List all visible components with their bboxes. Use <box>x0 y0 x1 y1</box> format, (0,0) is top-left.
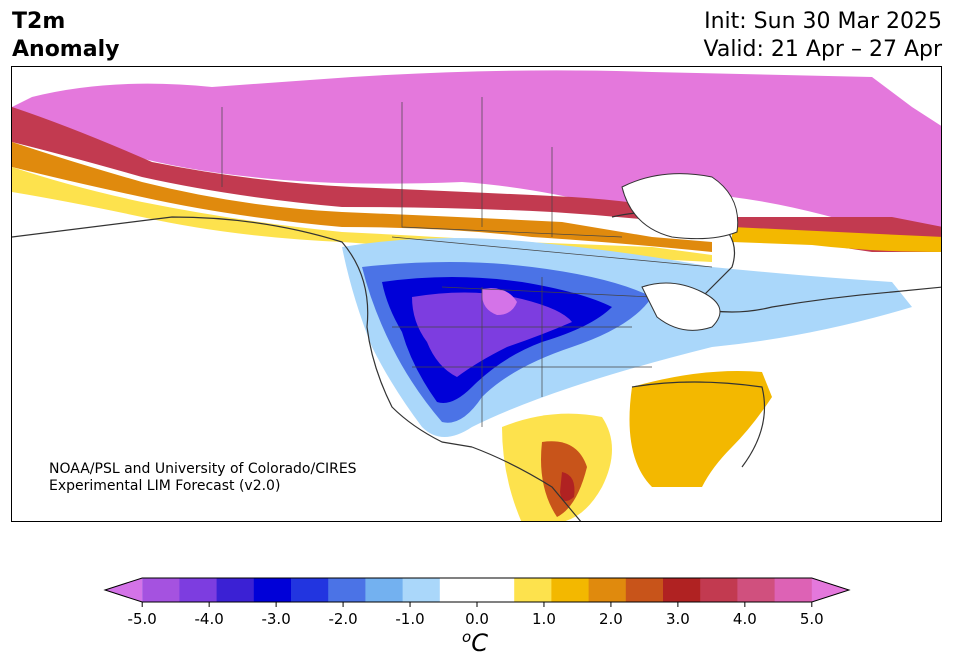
colorbar-swatch <box>663 578 701 602</box>
date-info: Init: Sun 30 Mar 2025 Valid: 21 Apr – 27… <box>704 8 943 64</box>
init-date: Init: Sun 30 Mar 2025 <box>704 9 942 34</box>
colorbar-swatch <box>142 578 180 602</box>
great-lakes <box>641 282 721 331</box>
warm-southeast <box>629 371 772 487</box>
colorbar-tick-label: 5.0 <box>800 610 824 628</box>
unit-degree: o <box>462 628 472 646</box>
credit-line-2: Experimental LIM Forecast (v2.0) <box>49 478 281 494</box>
colorbar-swatch <box>365 578 404 602</box>
title-line-2: Anomaly <box>12 37 120 62</box>
colorbar-tick-label: -3.0 <box>261 610 290 628</box>
title-line-1: T2m <box>12 9 66 34</box>
unit-letter: C <box>471 629 488 657</box>
unit-label: oC <box>462 628 488 657</box>
credit-line-1: NOAA/PSL and University of Colorado/CIRE… <box>49 461 357 477</box>
colorbar-swatch <box>439 578 478 602</box>
colorbar-tick-label: 2.0 <box>599 610 623 628</box>
warm-mexico-peak <box>560 472 575 501</box>
anomaly-map <box>11 66 942 522</box>
colorbar-swatch <box>216 578 255 602</box>
colorbar-tick-label: 1.0 <box>532 610 556 628</box>
credit-text: NOAA/PSL and University of Colorado/CIRE… <box>49 461 357 495</box>
colorbar-svg: -5.0 -4.0 -3.0 -2.0 -1.0 0.0 1.0 2.0 3.0 4.0 5.0 <box>103 577 851 628</box>
colorbar: -5.0 -4.0 -3.0 -2.0 -1.0 0.0 1.0 2.0 3.0 4.0 5.0 <box>0 570 954 671</box>
colorbar-swatch <box>291 578 329 602</box>
warm-band-east-yellow <box>732 227 941 252</box>
colorbar-tick-label: 0.0 <box>465 610 489 628</box>
borders <box>221 97 713 427</box>
colorbar-tick-label: -1.0 <box>395 610 424 628</box>
colorbar-swatch <box>105 578 143 602</box>
colorbar-swatch <box>253 578 292 602</box>
colorbar-tick-label: 3.0 <box>666 610 690 628</box>
valid-range: Valid: 21 Apr – 27 Apr <box>703 37 943 62</box>
colorbar-swatch <box>588 578 627 602</box>
cold-band-peak <box>481 288 517 315</box>
colorbar-tick-label: -2.0 <box>328 610 357 628</box>
colorbar-swatch <box>514 578 552 602</box>
title: T2m Anomaly <box>12 8 119 64</box>
colorbar-swatch <box>737 578 776 602</box>
colorbar-swatch <box>625 578 664 602</box>
warm-band-orange <box>12 142 712 252</box>
colorbar-swatch <box>179 578 218 602</box>
colorbar-swatch <box>328 578 366 602</box>
cold-band-core <box>412 292 572 377</box>
colorbar-swatch <box>477 578 515 602</box>
colorbar-swatch <box>700 578 738 602</box>
map-canvas <box>12 67 941 521</box>
colorbar-swatch <box>774 578 813 602</box>
colorbar-swatch <box>402 578 441 602</box>
colorbar-swatch <box>811 578 849 602</box>
colorbar-swatch <box>551 578 590 602</box>
colorbar-tick-label: -4.0 <box>195 610 224 628</box>
hudson-bay <box>621 173 739 240</box>
colorbar-tick-label: -5.0 <box>128 610 157 628</box>
warm-band-yellow <box>12 167 712 262</box>
colorbar-tick-label: 4.0 <box>733 610 757 628</box>
arctic-warm-region <box>12 70 941 242</box>
